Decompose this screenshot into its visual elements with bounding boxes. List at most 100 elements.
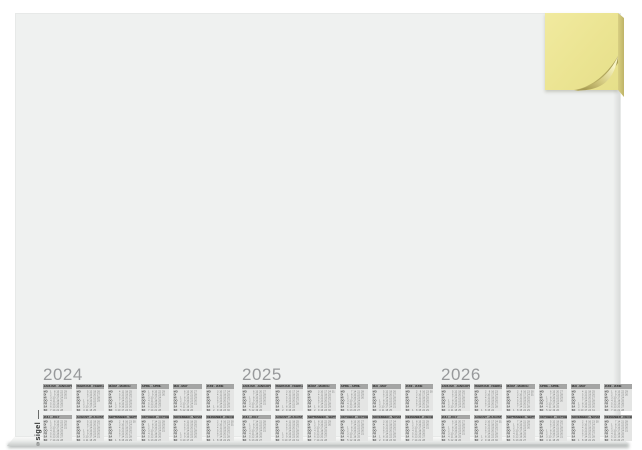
day-number: 29 xyxy=(393,398,396,402)
day-number: 19 xyxy=(255,435,259,439)
day-number: 24 xyxy=(421,426,425,430)
day-number: 28 xyxy=(592,435,595,439)
month-day-grid-inner: MO 6132027 DI 7142128 MI 1 8152229 DO 2 9162330 FR… xyxy=(340,419,369,441)
weekday-row: MO 310172431 xyxy=(474,419,502,423)
day-number: 10 xyxy=(52,426,56,430)
weekday-label: DO xyxy=(372,398,377,402)
month-header: DEZEMBER · DECEMBER xyxy=(205,414,234,419)
weekday-row: DO 6132027 xyxy=(373,429,401,432)
day-number: 1 xyxy=(610,423,612,427)
day-number: 23 xyxy=(527,389,530,393)
day-number: 21 xyxy=(523,404,526,408)
weekday-row: DO 5121926 xyxy=(405,398,433,402)
day-number: 14 xyxy=(551,392,555,396)
day-number: 2 xyxy=(516,389,519,393)
weekday-label: MO xyxy=(372,419,377,423)
day-number: 26 xyxy=(523,435,526,439)
weekday-row: DI 2 9162330 xyxy=(44,422,72,426)
day-number: 8 xyxy=(216,438,218,441)
day-number: 25 xyxy=(190,404,193,408)
weekday-row: MI 7142128 xyxy=(76,395,104,399)
day-number: 6 xyxy=(451,419,454,423)
weekday-row: MO 1 8152229 xyxy=(44,389,72,392)
day-number: 3 xyxy=(415,392,417,396)
weekday-label: MI xyxy=(441,426,445,430)
day-number: 6 xyxy=(346,408,348,411)
month-header-text: DEZEMBER · DECEMBER xyxy=(405,414,433,419)
weekday-row: SA 3101724 xyxy=(76,404,104,408)
day-number: 27 xyxy=(96,392,100,396)
day-number: 12 xyxy=(515,435,519,439)
day-number: 11 xyxy=(182,404,186,408)
weekday-row: DI 7142128 xyxy=(340,422,368,426)
day-number: 26 xyxy=(157,435,161,439)
day-number: 24 xyxy=(129,423,132,427)
day-number: 20 xyxy=(291,398,295,402)
weekday-label: SA xyxy=(405,404,409,408)
month-day-grid: MO 7142128 DI 1 8152229 MI 2 9162330 DO 310172431… xyxy=(242,419,271,441)
month-day-grid-inner: MO 4111825 DI 5121926 MI 6132027 DO 7142128 FR 1 8… xyxy=(108,389,137,411)
mini-month-calendar: NOVEMBER · NOVEMBERMO29162330DI3101724MI… xyxy=(571,414,600,441)
day-number: 4 xyxy=(581,426,584,430)
weekday-label: MI xyxy=(604,395,607,399)
day-number: 1 xyxy=(513,423,515,427)
weekday-row: MI 1 8152229 xyxy=(340,426,368,429)
day-number: 15 xyxy=(56,389,60,393)
day-number: 8 xyxy=(118,401,121,405)
mini-month-calendar: APRIL · APRIL MO 6132027 DI 7142128 MI 1 815222… xyxy=(538,384,567,411)
day-number: 4 xyxy=(118,389,121,393)
day-number: 18 xyxy=(324,392,327,396)
day-number: 24 xyxy=(259,401,262,405)
weekday-label: SA xyxy=(307,435,312,439)
weekday-row: MO 7142128 xyxy=(507,419,535,423)
day-number: 17 xyxy=(421,392,425,396)
weekday-row: DI 3101724 xyxy=(474,392,502,396)
day-number: 9 xyxy=(614,392,616,396)
day-number: 6 xyxy=(317,398,320,402)
weekday-row: SA 1 8152229 xyxy=(474,435,502,438)
day-number: 5 xyxy=(549,419,551,423)
day-number: 15 xyxy=(153,423,157,427)
day-number: 9 xyxy=(252,398,255,402)
day-number: 1 xyxy=(379,398,381,402)
day-number: 13 xyxy=(150,438,153,441)
day-number: 4 xyxy=(50,429,52,433)
weekday-row: SO 5121926 xyxy=(174,407,202,410)
day-number: 31 xyxy=(360,432,364,436)
day-number: 28 xyxy=(624,419,628,423)
day-number: 2 xyxy=(379,438,381,441)
day-number: 30 xyxy=(295,435,299,439)
weekday-row: DO 310172431 xyxy=(604,429,632,432)
day-number: 12 xyxy=(584,392,588,396)
day-number: 6 xyxy=(451,392,454,396)
weekday-row: SO 310172431 xyxy=(275,438,303,441)
day-number: 27 xyxy=(494,401,498,405)
month-header-text: MÄRZ · MARCH xyxy=(307,384,330,388)
weekday-row: MO 7142128 xyxy=(340,389,368,392)
day-number: 28 xyxy=(295,429,299,433)
weekday-row: MI 3101724 xyxy=(308,426,336,429)
day-number: 26 xyxy=(226,395,230,399)
day-number: 28 xyxy=(494,432,498,436)
day-number: 17 xyxy=(121,408,125,411)
month-day-grid-inner: MO 7142128 DI 1 8152229 MI 2 9162330 DO 310172431… xyxy=(141,419,170,441)
weekday-label: DI xyxy=(173,423,177,427)
day-number: 8 xyxy=(484,435,486,439)
weekday-row: FR 2 9162330 xyxy=(442,401,470,405)
day-number: 6 xyxy=(50,435,52,439)
day-number: 19 xyxy=(352,438,356,441)
day-number: 23 xyxy=(222,408,226,411)
month-day-grid: MO 310172431 DI 4111825 MI 5121926 DO 6132027 FR… xyxy=(307,388,336,411)
weekday-row: DO 1 8152229 xyxy=(442,398,470,402)
day-number: 21 xyxy=(190,392,193,396)
weekday-label: DI xyxy=(141,423,144,427)
day-number: 29 xyxy=(425,408,429,411)
day-number: 29 xyxy=(592,401,595,405)
day-number: 27 xyxy=(324,435,327,439)
day-number: 14 xyxy=(454,395,458,399)
day-number: 30 xyxy=(64,392,67,396)
day-number: 16 xyxy=(255,426,259,430)
weekday-label: FR xyxy=(173,401,177,405)
day-number: 23 xyxy=(356,429,360,433)
day-number: 30 xyxy=(263,426,266,430)
